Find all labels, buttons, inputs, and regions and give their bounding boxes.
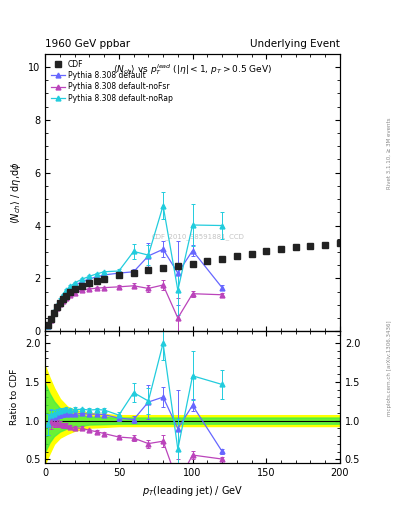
Y-axis label: $\langle N_{ch}\rangle$ / d$\eta$,d$\phi$: $\langle N_{ch}\rangle$ / d$\eta$,d$\phi… [9, 161, 22, 224]
Text: 1960 GeV ppbar: 1960 GeV ppbar [45, 38, 130, 49]
Y-axis label: Ratio to CDF: Ratio to CDF [10, 369, 19, 425]
Legend: CDF, Pythia 8.308 default, Pythia 8.308 default-noFsr, Pythia 8.308 default-noRa: CDF, Pythia 8.308 default, Pythia 8.308 … [49, 57, 175, 105]
Text: mcplots.cern.ch [arXiv:1306.3436]: mcplots.cern.ch [arXiv:1306.3436] [387, 321, 391, 416]
Text: Rivet 3.1.10, ≥ 3M events: Rivet 3.1.10, ≥ 3M events [387, 118, 391, 189]
Text: CDF_2010_S8591881_CCD: CDF_2010_S8591881_CCD [152, 233, 245, 240]
X-axis label: $p_T$(leading jet) / GeV: $p_T$(leading jet) / GeV [142, 484, 243, 498]
Text: $\langle N_{ch}\rangle$ vs $p_T^{lead}$ ($|\eta|<1$, $p_T>0.5$ GeV): $\langle N_{ch}\rangle$ vs $p_T^{lead}$ … [113, 62, 272, 77]
Text: Underlying Event: Underlying Event [250, 38, 340, 49]
